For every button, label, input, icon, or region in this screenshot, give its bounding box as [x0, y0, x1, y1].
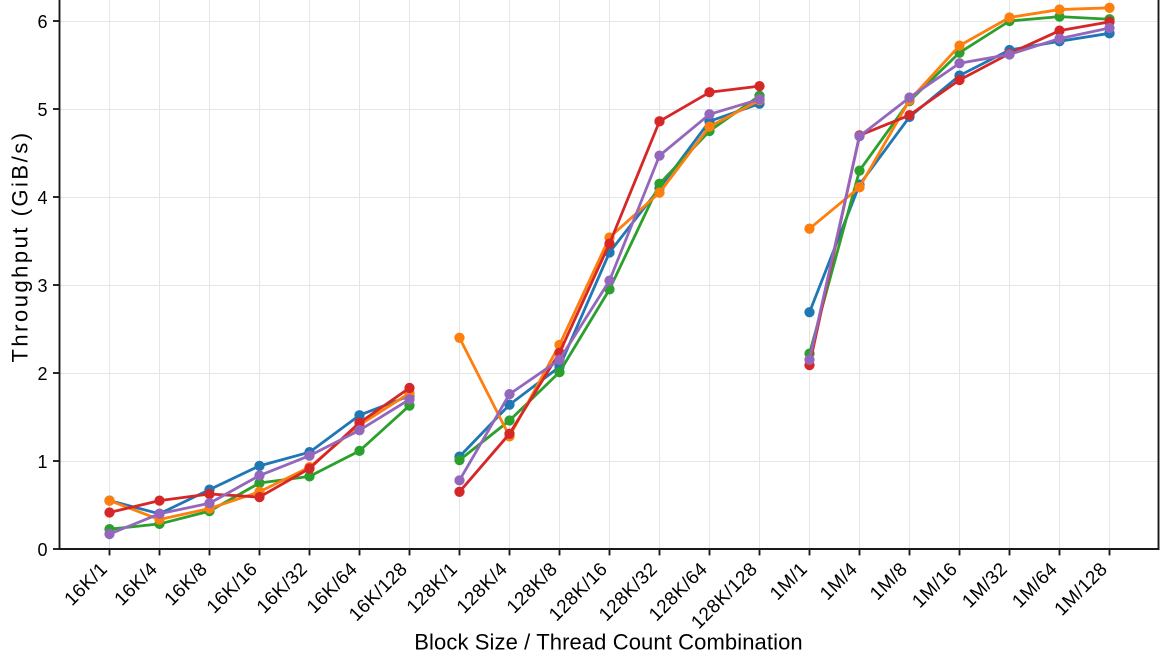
svg-text:16K/16: 16K/16	[203, 559, 262, 618]
svg-text:1M/128: 1M/128	[1051, 559, 1112, 620]
svg-text:1M/1: 1M/1	[766, 559, 812, 605]
svg-text:Throughput (GiB/s): Throughput (GiB/s)	[7, 130, 32, 362]
svg-text:1M/4: 1M/4	[816, 559, 862, 605]
svg-text:Block Size / Thread Count Comb: Block Size / Thread Count Combination	[414, 630, 803, 655]
svg-text:128K/1: 128K/1	[403, 559, 462, 618]
svg-text:128K/4: 128K/4	[453, 559, 512, 618]
svg-text:5: 5	[37, 100, 47, 120]
svg-text:4: 4	[37, 188, 47, 208]
svg-text:1M/16: 1M/16	[908, 559, 962, 613]
svg-text:3: 3	[37, 276, 47, 296]
svg-text:2: 2	[37, 364, 47, 384]
svg-text:1M/8: 1M/8	[866, 559, 912, 605]
svg-text:6: 6	[37, 12, 47, 32]
svg-text:1M/32: 1M/32	[958, 559, 1012, 613]
svg-text:16K/1: 16K/1	[61, 559, 112, 610]
svg-text:16K/4: 16K/4	[111, 559, 162, 610]
svg-text:1: 1	[37, 452, 47, 472]
svg-text:0: 0	[37, 540, 47, 560]
svg-text:16K/32: 16K/32	[253, 559, 312, 618]
